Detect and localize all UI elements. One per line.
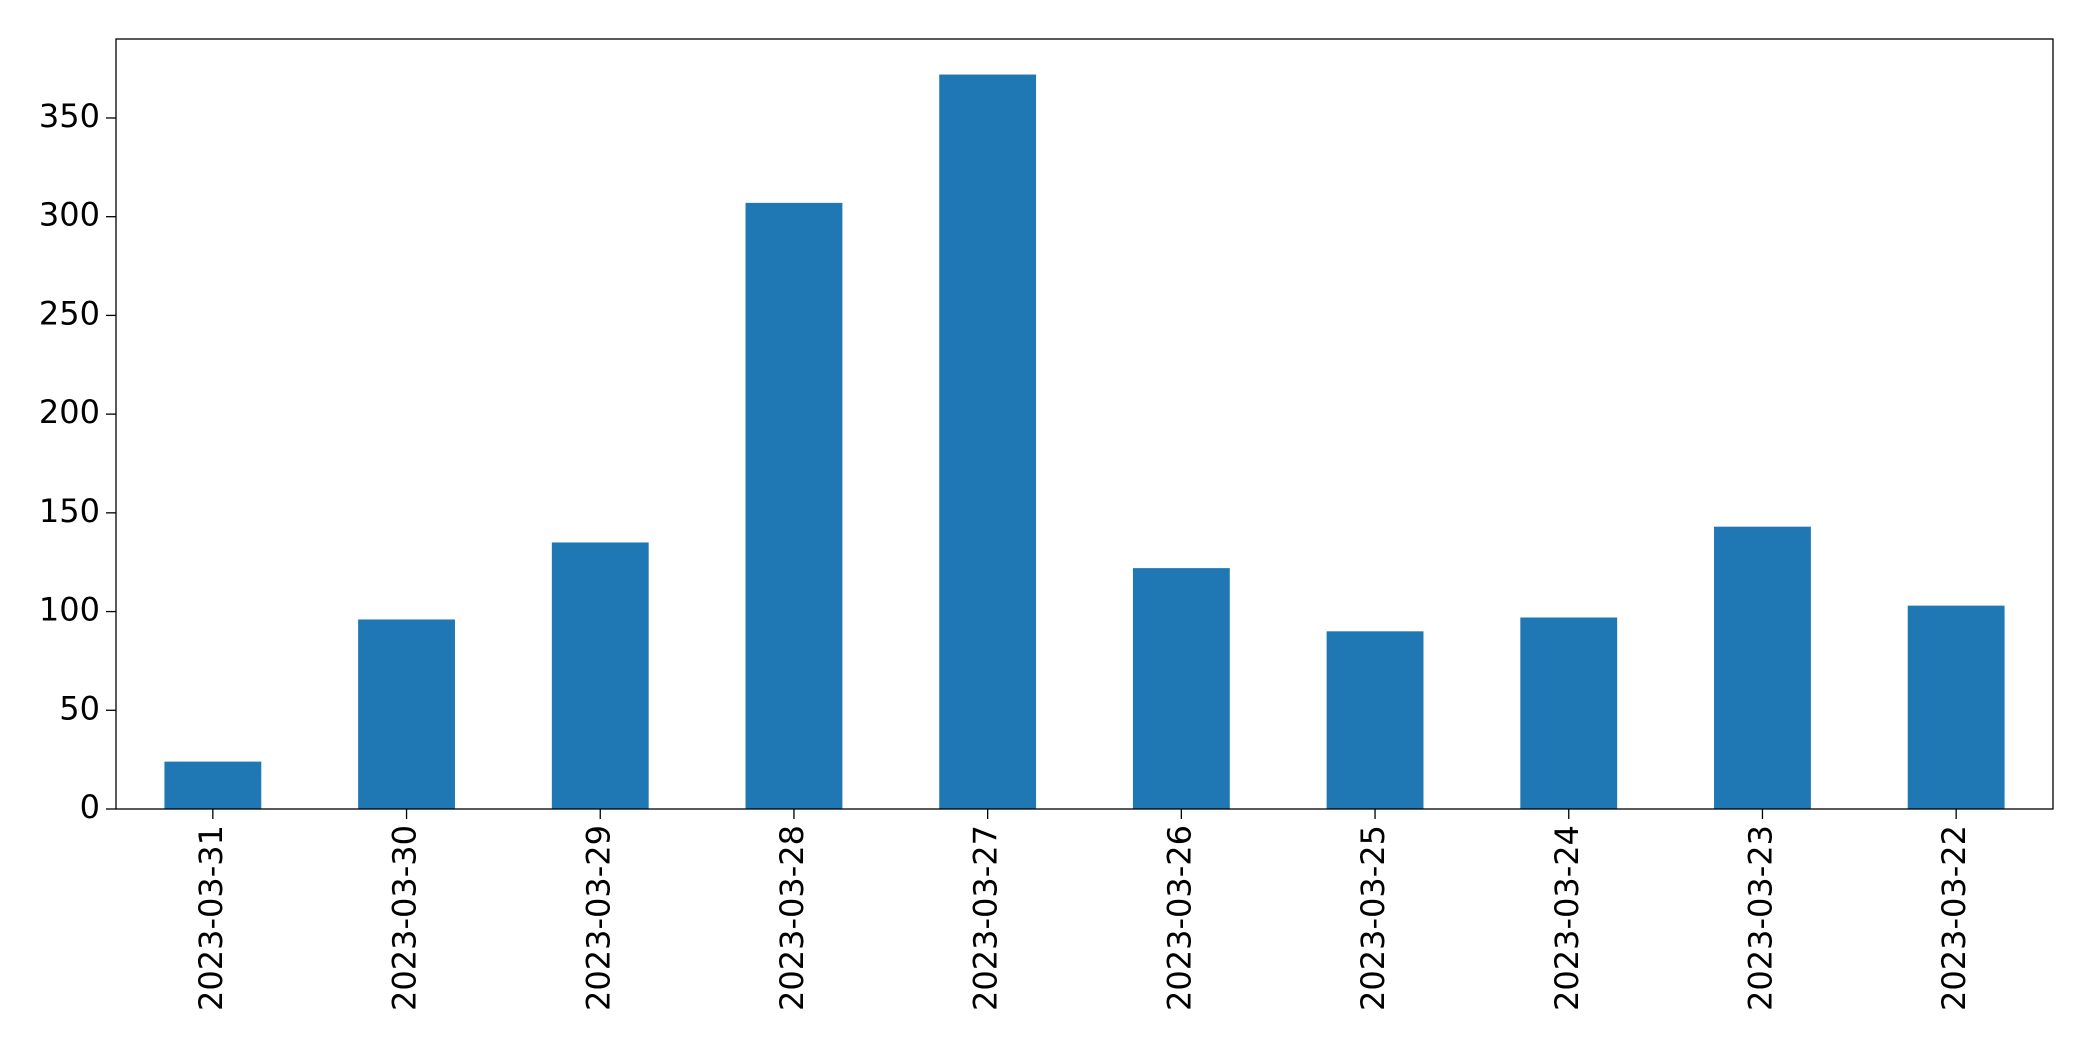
y-tick-label: 350: [39, 97, 100, 135]
x-tick-label: 2023-03-24: [1548, 825, 1586, 1011]
x-tick-label: 2023-03-30: [386, 825, 424, 1011]
plot-frame: [115, 38, 2054, 810]
bar: [1907, 605, 2005, 809]
y-tick-label: 300: [39, 196, 100, 234]
bar: [551, 542, 649, 809]
y-tick-label: 0: [80, 788, 100, 826]
bar: [164, 761, 262, 809]
bar: [358, 619, 455, 809]
bar: [1714, 526, 1811, 809]
y-tick-label: 100: [39, 591, 100, 629]
y-tick-label: 200: [39, 393, 100, 431]
bar: [1520, 617, 1618, 809]
y-tick-label: 50: [59, 689, 100, 727]
bar: [1132, 568, 1230, 809]
x-tick-label: 2023-03-22: [1935, 825, 1973, 1011]
x-tick-label: 2023-03-29: [579, 825, 617, 1011]
y-tick-label: 150: [39, 492, 100, 530]
bar: [1326, 631, 1424, 809]
x-tick-label: 2023-03-27: [967, 825, 1005, 1011]
x-tick-label: 2023-03-26: [1160, 825, 1198, 1011]
bar: [745, 202, 843, 809]
x-tick-label: 2023-03-25: [1354, 825, 1392, 1011]
x-tick-label: 2023-03-23: [1741, 825, 1779, 1011]
x-tick-label: 2023-03-31: [192, 825, 230, 1011]
bar: [939, 74, 1037, 810]
y-tick-label: 250: [39, 294, 100, 332]
x-tick-label: 2023-03-28: [773, 825, 811, 1011]
